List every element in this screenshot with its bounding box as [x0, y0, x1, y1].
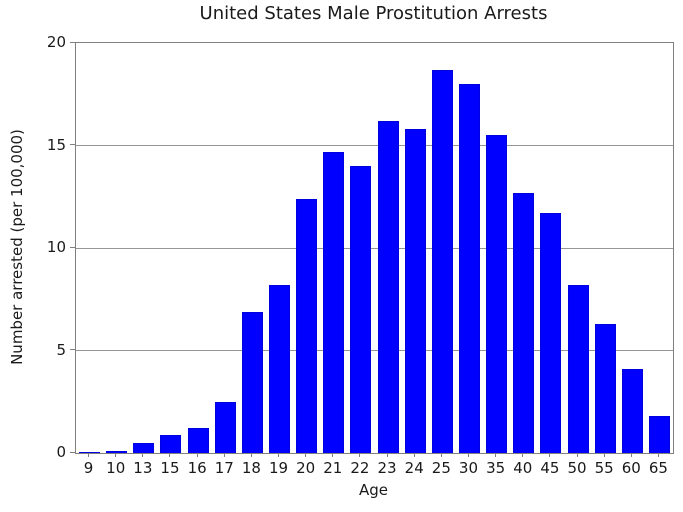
y-tick-mark-10: [70, 246, 75, 248]
x-tick-label-40: 40: [513, 459, 533, 477]
x-tick-mark-60: [630, 453, 632, 457]
x-axis-label: Age: [358, 481, 388, 499]
x-tick-label-9: 9: [83, 459, 94, 477]
x-tick-mark-13: [142, 453, 144, 457]
x-tick-mark-18: [250, 453, 252, 457]
x-tick-label-25: 25: [431, 459, 451, 477]
bar-age-10: [106, 450, 128, 453]
y-tick-mark-20: [70, 41, 75, 43]
x-tick-mark-21: [332, 453, 334, 457]
bar-age-20: [296, 198, 318, 453]
x-tick-label-13: 13: [133, 459, 153, 477]
x-tick-label-24: 24: [404, 459, 424, 477]
bar-age-30: [458, 84, 480, 453]
x-tick-label-18: 18: [241, 459, 261, 477]
y-tick-label-15: 15: [46, 135, 66, 154]
bar-age-22: [350, 166, 372, 453]
x-tick-mark-9: [88, 453, 90, 457]
y-tick-label-0: 0: [56, 443, 66, 461]
bar-age-9: [79, 451, 101, 453]
x-tick-label-30: 30: [458, 459, 479, 477]
x-tick-mark-19: [278, 453, 280, 457]
bar-age-21: [323, 151, 345, 453]
bar-age-60: [621, 368, 643, 453]
x-tick-mark-22: [359, 453, 361, 457]
bar-age-25: [431, 69, 453, 453]
x-tick-label-60: 60: [621, 459, 641, 477]
x-tick-label-17: 17: [214, 459, 234, 477]
x-tick-mark-23: [386, 453, 388, 457]
x-tick-mark-30: [467, 453, 469, 457]
x-tick-mark-50: [576, 453, 578, 457]
x-tick-label-22: 22: [350, 459, 370, 477]
x-tick-mark-17: [223, 453, 225, 457]
x-tick-label-21: 21: [323, 459, 343, 477]
x-tick-mark-10: [115, 453, 117, 457]
x-tick-label-19: 19: [268, 459, 289, 477]
x-tick-label-16: 16: [187, 459, 207, 477]
x-tick-mark-40: [522, 453, 524, 457]
bar-age-13: [133, 442, 155, 453]
x-tick-label-55: 55: [594, 459, 614, 477]
gridline-y-5: [76, 350, 673, 351]
x-tick-label-35: 35: [486, 459, 506, 477]
chart-title: United States Male Prostitution Arrests: [199, 3, 548, 24]
bar-age-19: [269, 284, 291, 453]
bar-age-35: [486, 135, 508, 453]
bar-age-24: [404, 129, 426, 453]
bar-age-45: [540, 213, 562, 453]
bar-age-18: [241, 311, 263, 453]
bar-age-15: [160, 434, 182, 453]
y-tick-mark-5: [70, 349, 75, 350]
x-tick-mark-65: [657, 453, 659, 457]
y-tick-label-10: 10: [46, 238, 66, 256]
bar-age-23: [377, 120, 399, 453]
x-tick-label-15: 15: [160, 459, 180, 477]
gridline-y-15: [76, 145, 673, 146]
bar-age-16: [187, 428, 209, 453]
x-tick-mark-15: [169, 453, 171, 457]
x-tick-label-50: 50: [567, 459, 587, 477]
y-tick-label-20: 20: [46, 33, 66, 51]
gridline-y-10: [76, 247, 673, 249]
x-tick-label-10: 10: [106, 459, 126, 477]
y-tick-mark-0: [70, 451, 75, 453]
bar-age-17: [214, 401, 236, 453]
x-tick-mark-25: [440, 453, 442, 457]
x-tick-mark-20: [305, 453, 307, 457]
x-tick-label-45: 45: [540, 459, 560, 477]
x-tick-mark-55: [603, 453, 605, 457]
x-tick-label-65: 65: [648, 459, 668, 477]
y-tick-label-5: 5: [56, 340, 66, 359]
bar-age-50: [567, 284, 589, 453]
bar-age-65: [648, 416, 670, 453]
plot-area: [75, 42, 674, 454]
x-tick-mark-45: [549, 453, 551, 457]
bar-age-40: [513, 192, 535, 453]
x-tick-mark-16: [196, 453, 198, 457]
y-tick-mark-15: [70, 144, 75, 145]
bar-age-55: [594, 323, 616, 453]
x-tick-mark-35: [495, 453, 497, 457]
x-tick-label-20: 20: [296, 459, 316, 477]
x-tick-label-23: 23: [377, 459, 397, 477]
x-tick-mark-24: [413, 453, 415, 457]
